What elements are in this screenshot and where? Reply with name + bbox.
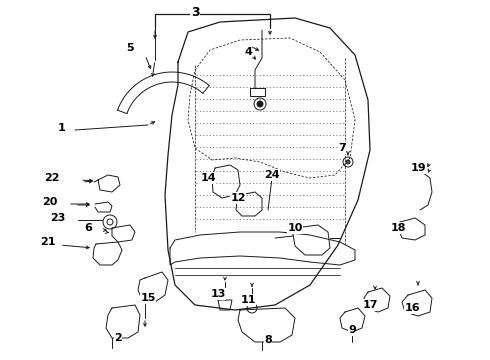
Text: 18: 18 [390,223,406,233]
Text: 9: 9 [348,325,356,335]
Text: 6: 6 [84,223,92,233]
Text: 12: 12 [230,193,246,203]
Text: 11: 11 [240,295,256,305]
Text: 1: 1 [58,123,66,133]
Text: 24: 24 [264,170,280,180]
Circle shape [346,160,350,164]
Text: 17: 17 [362,300,378,310]
Text: 13: 13 [210,289,226,299]
Text: 8: 8 [264,335,272,345]
Text: 21: 21 [40,237,56,247]
Text: 3: 3 [191,5,199,18]
Text: 20: 20 [42,197,58,207]
Text: 5: 5 [126,43,134,53]
Text: 7: 7 [338,143,346,153]
Text: 2: 2 [114,333,122,343]
Text: 14: 14 [200,173,216,183]
Text: 22: 22 [44,173,60,183]
Text: 23: 23 [50,213,66,223]
Text: 15: 15 [140,293,156,303]
Text: 16: 16 [404,303,420,313]
Text: 4: 4 [244,47,252,57]
Text: 10: 10 [287,223,303,233]
Circle shape [257,101,263,107]
Text: 19: 19 [410,163,426,173]
